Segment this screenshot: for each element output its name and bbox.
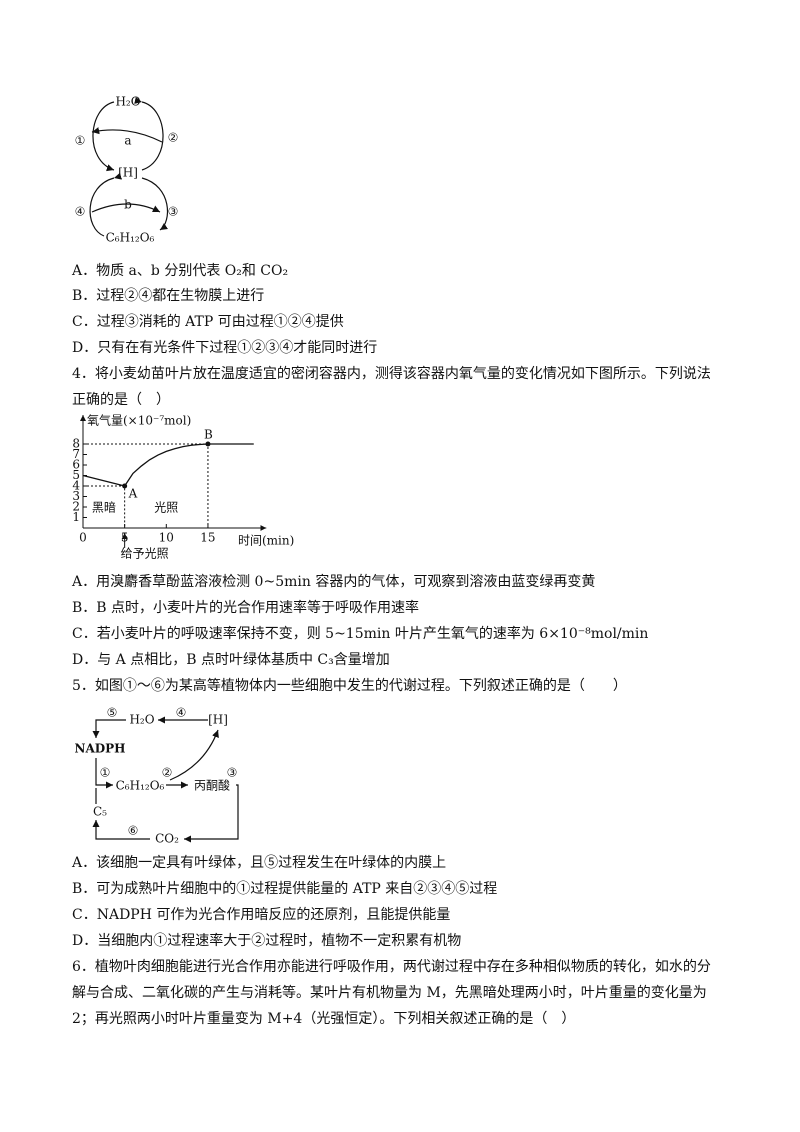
option: A．用溴麝香草酚蓝溶液检测 0~5min 容器内的气体，可观察到溶液由蓝变绿再变… bbox=[72, 574, 596, 590]
arrow bbox=[169, 729, 219, 781]
label: 丙酮酸 bbox=[194, 778, 230, 793]
option: B．过程②④都在生物膜上进行 bbox=[72, 288, 265, 304]
y-tick-label: 4 bbox=[72, 479, 80, 493]
label: ③ bbox=[227, 766, 238, 780]
label: ④ bbox=[176, 706, 187, 720]
label: [H] bbox=[208, 713, 228, 727]
question-stem: 2；再光照两小时叶片重量变为 M+4（光强恒定）。下列相关叙述正确的是（ ） bbox=[72, 1011, 576, 1027]
arrow bbox=[92, 820, 150, 840]
label: ⑤ bbox=[107, 706, 118, 720]
option: A．物质 a、b 分别代表 O₂和 CO₂ bbox=[72, 263, 289, 279]
option: B．B 点时，小麦叶片的光合作用速率等于呼吸作用速率 bbox=[72, 600, 420, 616]
oxygen-chart: 12345678051015氧气量(×10⁻⁷mol)时间(min)AB黑暗光照… bbox=[72, 413, 294, 561]
oxygen-curve bbox=[82, 443, 254, 487]
metabolism-figure: ⑤ H₂O ④ [H] NADPH ① C₆H₁₂O₆ ② 丙酮酸 ③ C₅ ⑥… bbox=[74, 706, 239, 846]
question-stem: 6．植物叶肉细胞能进行光合作用亦能进行呼吸作用，两代谢过程中存在多种相似物质的转… bbox=[72, 959, 711, 975]
question-stem: 5．如图①～⑥为某高等植物体内一些细胞中发生的代谢过程。下列叙述正确的是（ ） bbox=[72, 678, 627, 694]
arrow bbox=[95, 758, 113, 789]
cycle-figure: H₂O [H] C₆H₁₂O₆ a b ① ② ④ ③ bbox=[75, 95, 179, 245]
x-tick-label: 10 bbox=[159, 531, 174, 545]
point-a bbox=[122, 483, 128, 489]
y-axis-label: 氧气量(×10⁻⁷mol) bbox=[87, 413, 191, 428]
point-b bbox=[205, 441, 211, 447]
x-tick-label: 0 bbox=[79, 531, 87, 545]
arrow bbox=[91, 127, 163, 143]
arrow bbox=[91, 203, 161, 213]
label: ② bbox=[168, 131, 179, 145]
annotation: 给予光照 bbox=[121, 547, 169, 561]
arrow bbox=[92, 101, 115, 172]
option: C．若小麦叶片的呼吸速率保持不变，则 5~15min 叶片产生氧气的速率为 6×… bbox=[72, 626, 649, 642]
arrow bbox=[134, 96, 164, 171]
arrow bbox=[141, 177, 169, 231]
region-label: 黑暗 bbox=[92, 500, 116, 515]
question-stem: 解与合成、二氧化碳的产生与消耗等。某叶片有机物量为 M，先黑暗处理两小时，叶片重… bbox=[72, 985, 707, 1001]
label: NADPH bbox=[74, 742, 125, 756]
arrow bbox=[89, 172, 122, 237]
question-stem: 正确的是（ ） bbox=[72, 392, 170, 408]
label: ③ bbox=[168, 205, 179, 219]
guide-line bbox=[83, 443, 209, 528]
label: C₅ bbox=[93, 805, 107, 819]
y-tick-label: 6 bbox=[72, 458, 80, 472]
region-label: 光照 bbox=[154, 501, 178, 515]
point-label: A bbox=[128, 487, 138, 501]
y-tick-label: 7 bbox=[72, 447, 80, 461]
option: C．NADPH 可作为光合作用暗反应的还原剂，且能提供能量 bbox=[72, 907, 451, 923]
x-tick-label: 15 bbox=[200, 531, 215, 545]
label: ④ bbox=[75, 205, 86, 219]
label: ② bbox=[162, 766, 173, 780]
arrow bbox=[184, 784, 239, 843]
x-axis-label: 时间(min) bbox=[238, 534, 294, 548]
arrow bbox=[92, 719, 126, 738]
label: ⑥ bbox=[128, 824, 139, 838]
option: A．该细胞一定具有叶绿体，且⑤过程发生在叶绿体的内膜上 bbox=[72, 855, 447, 871]
label: a bbox=[124, 134, 131, 148]
label: C₆H₁₂O₆ bbox=[106, 231, 155, 245]
y-tick-label: 5 bbox=[72, 468, 80, 482]
point-label: B bbox=[204, 428, 213, 442]
y-tick-label: 1 bbox=[72, 510, 80, 524]
label: CO₂ bbox=[155, 832, 179, 846]
label: H₂O bbox=[129, 713, 154, 727]
option: B．可为成熟叶片细胞中的①过程提供能量的 ATP 来自②③④⑤过程 bbox=[72, 881, 498, 897]
label: C₆H₁₂O₆ bbox=[116, 779, 165, 793]
y-tick-label: 8 bbox=[72, 437, 80, 451]
y-tick-label: 2 bbox=[72, 500, 80, 514]
label: ① bbox=[75, 134, 86, 148]
option: C．过程③消耗的 ATP 可由过程①②④提供 bbox=[72, 314, 344, 330]
label: ① bbox=[100, 766, 111, 780]
option: D．只有在有光条件下过程①②③④才能同时进行 bbox=[72, 340, 378, 356]
y-tick-label: 3 bbox=[72, 489, 80, 503]
label: [H] bbox=[118, 166, 138, 180]
option: D．与 A 点相比，B 点时叶绿体基质中 C₃含量增加 bbox=[72, 652, 390, 668]
option: D．当细胞内①过程速率大于②过程时，植物不一定积累有机物 bbox=[72, 933, 462, 949]
question-stem: 4．将小麦幼苗叶片放在温度适宜的密闭容器内，测得该容器内氧气量的变化情况如下图所… bbox=[72, 366, 711, 382]
label: H₂O bbox=[115, 95, 140, 109]
